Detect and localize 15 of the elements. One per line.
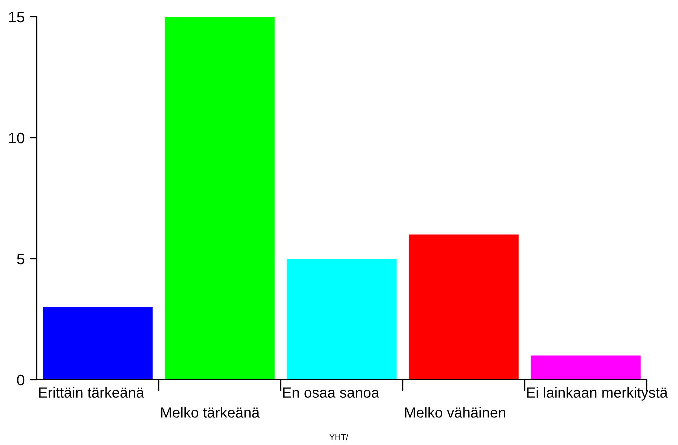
y-tick-label: 5	[17, 254, 25, 265]
bar	[409, 234, 519, 380]
x-axis-title: YHT/	[330, 434, 348, 440]
x-tick-label: En osaa sanoa	[283, 388, 380, 398]
y-tick-label: 15	[9, 12, 25, 23]
x-tick-label: Melko tärkeänä	[161, 407, 260, 418]
x-tick-label: Melko vähäinen	[405, 407, 506, 418]
x-tick-label: Erittäin tärkeänä	[39, 387, 144, 398]
bar	[165, 17, 275, 380]
bar	[43, 307, 153, 380]
x-tick-label: Ei lainkaan merkitystä	[527, 387, 668, 401]
bar	[287, 259, 397, 380]
y-tick-label: 0	[17, 374, 25, 386]
bar	[531, 356, 641, 380]
y-tick-label: 10	[9, 132, 25, 144]
